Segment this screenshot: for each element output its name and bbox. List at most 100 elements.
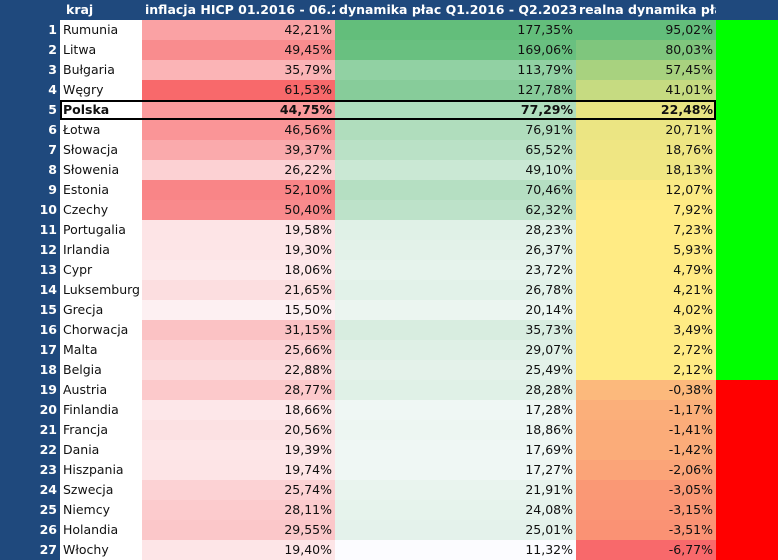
real-wages-cell[interactable]: 2,72% xyxy=(576,340,716,360)
inflation-cell[interactable]: 19,30% xyxy=(142,240,335,260)
real-wages-cell[interactable]: -1,42% xyxy=(576,440,716,460)
header-country[interactable]: kraj xyxy=(66,2,94,17)
real-wages-cell[interactable]: -3,15% xyxy=(576,500,716,520)
inflation-cell[interactable]: 52,10% xyxy=(142,180,335,200)
wages-cell[interactable]: 127,78% xyxy=(335,80,576,100)
country-cell[interactable]: Włochy xyxy=(60,540,142,560)
real-wages-cell[interactable]: -0,38% xyxy=(576,380,716,400)
inflation-cell[interactable]: 18,06% xyxy=(142,260,335,280)
country-cell[interactable]: Rumunia xyxy=(60,20,142,40)
real-wages-cell[interactable]: 12,07% xyxy=(576,180,716,200)
real-wages-cell[interactable]: 80,03% xyxy=(576,40,716,60)
inflation-cell[interactable]: 42,21% xyxy=(142,20,335,40)
country-cell[interactable]: Francja xyxy=(60,420,142,440)
real-wages-cell[interactable]: -1,41% xyxy=(576,420,716,440)
country-cell[interactable]: Hiszpania xyxy=(60,460,142,480)
country-cell[interactable]: Grecja xyxy=(60,300,142,320)
inflation-cell[interactable]: 25,66% xyxy=(142,340,335,360)
real-wages-cell[interactable]: 95,02% xyxy=(576,20,716,40)
wages-cell[interactable]: 26,37% xyxy=(335,240,576,260)
inflation-cell[interactable]: 15,50% xyxy=(142,300,335,320)
real-wages-cell[interactable]: 20,71% xyxy=(576,120,716,140)
real-wages-cell[interactable]: 57,45% xyxy=(576,60,716,80)
wages-cell[interactable]: 177,35% xyxy=(335,20,576,40)
real-wages-cell[interactable]: 18,76% xyxy=(576,140,716,160)
inflation-cell[interactable]: 61,53% xyxy=(142,80,335,100)
wages-cell[interactable]: 20,14% xyxy=(335,300,576,320)
inflation-cell[interactable]: 22,88% xyxy=(142,360,335,380)
country-cell[interactable]: Szwecja xyxy=(60,480,142,500)
real-wages-cell[interactable]: -6,77% xyxy=(576,540,716,560)
country-cell[interactable]: Polska xyxy=(60,100,142,120)
wages-cell[interactable]: 26,78% xyxy=(335,280,576,300)
inflation-cell[interactable]: 49,45% xyxy=(142,40,335,60)
inflation-cell[interactable]: 46,56% xyxy=(142,120,335,140)
real-wages-cell[interactable]: 4,79% xyxy=(576,260,716,280)
inflation-cell[interactable]: 19,74% xyxy=(142,460,335,480)
country-cell[interactable]: Finlandia xyxy=(60,400,142,420)
inflation-cell[interactable]: 28,77% xyxy=(142,380,335,400)
wages-cell[interactable]: 25,01% xyxy=(335,520,576,540)
wages-cell[interactable]: 28,23% xyxy=(335,220,576,240)
country-cell[interactable]: Portugalia xyxy=(60,220,142,240)
wages-cell[interactable]: 17,69% xyxy=(335,440,576,460)
real-wages-cell[interactable]: 2,12% xyxy=(576,360,716,380)
inflation-cell[interactable]: 20,56% xyxy=(142,420,335,440)
country-cell[interactable]: Łotwa xyxy=(60,120,142,140)
inflation-cell[interactable]: 19,58% xyxy=(142,220,335,240)
wages-cell[interactable]: 29,07% xyxy=(335,340,576,360)
wages-cell[interactable]: 18,86% xyxy=(335,420,576,440)
real-wages-cell[interactable]: 22,48% xyxy=(576,100,716,120)
country-cell[interactable]: Niemcy xyxy=(60,500,142,520)
real-wages-cell[interactable]: 18,13% xyxy=(576,160,716,180)
wages-cell[interactable]: 49,10% xyxy=(335,160,576,180)
country-cell[interactable]: Słowacja xyxy=(60,140,142,160)
country-cell[interactable]: Irlandia xyxy=(60,240,142,260)
country-cell[interactable]: Austria xyxy=(60,380,142,400)
inflation-cell[interactable]: 29,55% xyxy=(142,520,335,540)
real-wages-cell[interactable]: -3,51% xyxy=(576,520,716,540)
header-wages[interactable]: dynamika płac Q1.2016 - Q2.2023 SCA xyxy=(339,2,576,17)
wages-cell[interactable]: 169,06% xyxy=(335,40,576,60)
real-wages-cell[interactable]: -2,06% xyxy=(576,460,716,480)
wages-cell[interactable]: 62,32% xyxy=(335,200,576,220)
real-wages-cell[interactable]: 41,01% xyxy=(576,80,716,100)
inflation-cell[interactable]: 44,75% xyxy=(142,100,335,120)
wages-cell[interactable]: 11,32% xyxy=(335,540,576,560)
wages-cell[interactable]: 35,73% xyxy=(335,320,576,340)
country-cell[interactable]: Belgia xyxy=(60,360,142,380)
wages-cell[interactable]: 76,91% xyxy=(335,120,576,140)
real-wages-cell[interactable]: -1,17% xyxy=(576,400,716,420)
real-wages-cell[interactable]: 4,21% xyxy=(576,280,716,300)
wages-cell[interactable]: 17,27% xyxy=(335,460,576,480)
inflation-cell[interactable]: 26,22% xyxy=(142,160,335,180)
real-wages-cell[interactable]: -3,05% xyxy=(576,480,716,500)
country-cell[interactable]: Luksemburg xyxy=(60,280,142,300)
real-wages-cell[interactable]: 7,92% xyxy=(576,200,716,220)
country-cell[interactable]: Litwa xyxy=(60,40,142,60)
wages-cell[interactable]: 21,91% xyxy=(335,480,576,500)
inflation-cell[interactable]: 25,74% xyxy=(142,480,335,500)
wages-cell[interactable]: 77,29% xyxy=(335,100,576,120)
wages-cell[interactable]: 25,49% xyxy=(335,360,576,380)
country-cell[interactable]: Holandia xyxy=(60,520,142,540)
country-cell[interactable]: Malta xyxy=(60,340,142,360)
real-wages-cell[interactable]: 7,23% xyxy=(576,220,716,240)
wages-cell[interactable]: 113,79% xyxy=(335,60,576,80)
real-wages-cell[interactable]: 3,49% xyxy=(576,320,716,340)
inflation-cell[interactable]: 28,11% xyxy=(142,500,335,520)
real-wages-cell[interactable]: 4,02% xyxy=(576,300,716,320)
country-cell[interactable]: Estonia xyxy=(60,180,142,200)
country-cell[interactable]: Dania xyxy=(60,440,142,460)
country-cell[interactable]: Węgry xyxy=(60,80,142,100)
wages-cell[interactable]: 24,08% xyxy=(335,500,576,520)
inflation-cell[interactable]: 39,37% xyxy=(142,140,335,160)
inflation-cell[interactable]: 35,79% xyxy=(142,60,335,80)
country-cell[interactable]: Czechy xyxy=(60,200,142,220)
real-wages-cell[interactable]: 5,93% xyxy=(576,240,716,260)
wages-cell[interactable]: 70,46% xyxy=(335,180,576,200)
wages-cell[interactable]: 65,52% xyxy=(335,140,576,160)
inflation-cell[interactable]: 19,40% xyxy=(142,540,335,560)
country-cell[interactable]: Słowenia xyxy=(60,160,142,180)
country-cell[interactable]: Bułgaria xyxy=(60,60,142,80)
